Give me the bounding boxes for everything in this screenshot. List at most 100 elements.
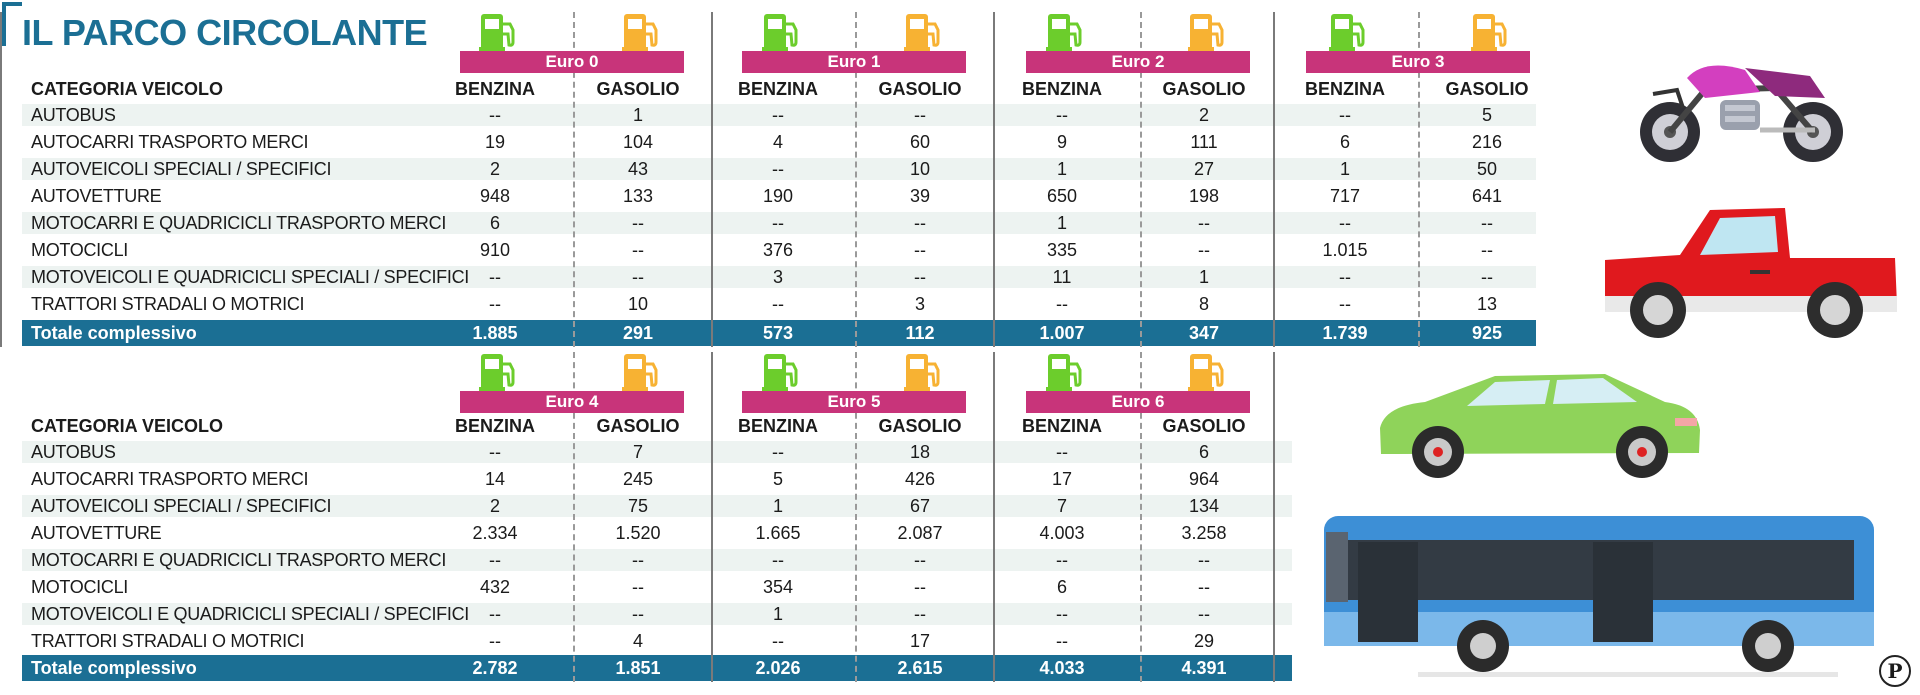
gasolio-total: 4.391 xyxy=(1181,658,1227,678)
benzina-value: -- xyxy=(772,159,784,179)
benzina-value: 14 xyxy=(484,469,506,489)
benzina-value: -- xyxy=(1056,550,1068,570)
gasolio-value: 27 xyxy=(1193,159,1215,179)
fuel-pump-icon xyxy=(904,354,940,391)
category-label: MOTOVEICOLI E QUADRICICLI SPECIALI / SPE… xyxy=(31,604,469,624)
gasolio-value: 5 xyxy=(1481,105,1492,125)
total-label: Totale complessivo xyxy=(31,658,197,678)
gasolio-value: 43 xyxy=(627,159,649,179)
gasolio-value: -- xyxy=(632,213,644,233)
gasolio-value: 8 xyxy=(1198,294,1209,314)
column-divider xyxy=(1140,352,1142,682)
row-band xyxy=(22,549,1292,571)
benzina-value: -- xyxy=(1056,631,1068,651)
column-divider xyxy=(855,12,857,347)
benzina-value: 354 xyxy=(762,577,794,597)
euro-class-label: Euro 0 xyxy=(460,51,684,73)
benzina-value: -- xyxy=(1339,267,1351,287)
benzina-value: 1 xyxy=(1056,159,1067,179)
benzina-value: -- xyxy=(1056,105,1068,125)
benzina-column-header: BENZINA xyxy=(455,416,535,436)
gasolio-value: -- xyxy=(1198,240,1210,260)
gasolio-value: -- xyxy=(914,105,926,125)
gasolio-total: 1.851 xyxy=(615,658,661,678)
gasolio-value: 641 xyxy=(1471,186,1503,206)
benzina-value: 1 xyxy=(772,496,783,516)
euro-class-label: Euro 4 xyxy=(460,391,684,413)
gasolio-value: -- xyxy=(914,550,926,570)
benzina-value: 6 xyxy=(489,213,500,233)
fuel-pump-icon xyxy=(622,14,658,51)
gasolio-value: -- xyxy=(1198,213,1210,233)
gasolio-value: -- xyxy=(1481,267,1493,287)
gasolio-value: -- xyxy=(632,550,644,570)
benzina-value: 5 xyxy=(772,469,783,489)
gasolio-value: -- xyxy=(1481,240,1493,260)
gasolio-value: 29 xyxy=(1193,631,1215,651)
benzina-value: -- xyxy=(489,604,501,624)
gasolio-value: -- xyxy=(914,604,926,624)
gasolio-value: 6 xyxy=(1198,442,1209,462)
gasolio-value: 245 xyxy=(622,469,654,489)
benzina-value: -- xyxy=(772,294,784,314)
fuel-pump-icon xyxy=(622,354,658,391)
column-divider xyxy=(1140,12,1142,347)
gasolio-value: -- xyxy=(914,240,926,260)
category-column-header: CATEGORIA VEICOLO xyxy=(31,416,224,436)
gasolio-value: -- xyxy=(1198,604,1210,624)
benzina-column-header: BENZINA xyxy=(1305,79,1385,99)
fuel-pump-icon xyxy=(479,14,515,51)
gasolio-value: 198 xyxy=(1188,186,1220,206)
euro-class-label: Euro 2 xyxy=(1026,51,1250,73)
fuel-pump-icon xyxy=(1188,14,1224,51)
benzina-value: 4.003 xyxy=(1039,523,1085,543)
benzina-value: 717 xyxy=(1329,186,1361,206)
benzina-value: 376 xyxy=(762,240,794,260)
benzina-value: -- xyxy=(1056,294,1068,314)
total-row-bar xyxy=(22,320,1536,346)
gasolio-value: 10 xyxy=(909,159,931,179)
benzina-value: 19 xyxy=(484,132,506,152)
gasolio-value: 964 xyxy=(1188,469,1220,489)
gasolio-total: 347 xyxy=(1188,323,1220,343)
category-label: MOTOCICLI xyxy=(31,240,128,260)
gasolio-value: 2 xyxy=(1198,105,1209,125)
gasolio-value: -- xyxy=(1481,213,1493,233)
row-band xyxy=(22,441,1292,463)
gasolio-value: 75 xyxy=(627,496,649,516)
gasolio-value: 18 xyxy=(909,442,931,462)
benzina-value: -- xyxy=(772,105,784,125)
benzina-value: -- xyxy=(772,213,784,233)
gasolio-value: -- xyxy=(632,577,644,597)
gasolio-value: 17 xyxy=(909,631,931,651)
gasolio-value: 1.520 xyxy=(615,523,661,543)
benzina-value: -- xyxy=(489,631,501,651)
gasolio-value: 13 xyxy=(1476,294,1498,314)
gasolio-value: 133 xyxy=(622,186,654,206)
category-label: AUTOBUS xyxy=(31,105,116,125)
gasolio-column-header: GASOLIO xyxy=(596,79,680,99)
gasolio-total: 112 xyxy=(905,323,935,343)
group-divider xyxy=(711,352,713,682)
benzina-total: 2.782 xyxy=(472,658,518,678)
benzina-total: 1.739 xyxy=(1322,323,1368,343)
gasolio-total: 2.615 xyxy=(897,658,943,678)
category-label: AUTOVETTURE xyxy=(31,523,162,543)
benzina-total: 1.007 xyxy=(1039,323,1085,343)
category-label: TRATTORI STRADALI O MOTRICI xyxy=(31,631,305,651)
benzina-total: 573 xyxy=(762,323,794,343)
bus-illustration xyxy=(1324,516,1874,677)
euro-class-label: Euro 5 xyxy=(742,391,966,413)
category-label: AUTOVEICOLI SPECIALI / SPECIFICI xyxy=(31,496,332,516)
column-divider xyxy=(573,352,575,682)
car-illustration xyxy=(1380,374,1700,478)
row-band xyxy=(22,603,1292,625)
benzina-value: -- xyxy=(489,267,501,287)
category-label: AUTOVETTURE xyxy=(31,186,162,206)
benzina-value: 190 xyxy=(762,186,794,206)
benzina-value: 1 xyxy=(1339,159,1350,179)
gasolio-value: -- xyxy=(914,577,926,597)
column-divider xyxy=(573,12,575,347)
gasolio-total: 291 xyxy=(622,323,654,343)
row-band xyxy=(22,212,1536,234)
